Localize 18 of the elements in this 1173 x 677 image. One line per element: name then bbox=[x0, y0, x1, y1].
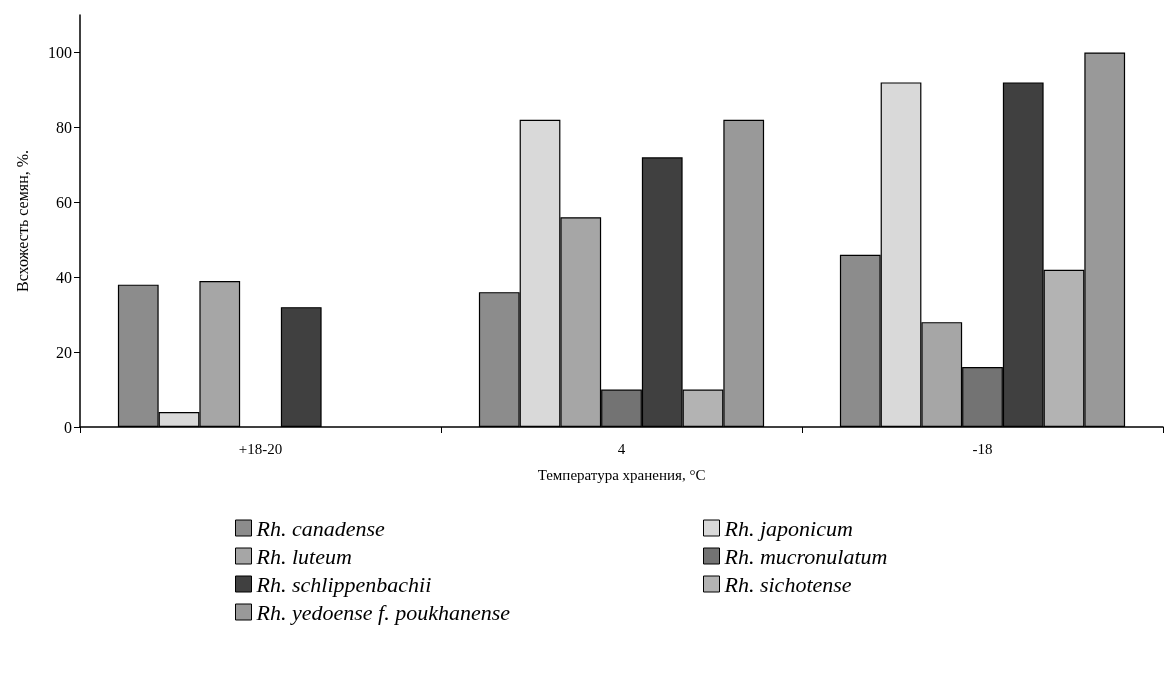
y-tick-label: 80 bbox=[56, 118, 72, 136]
y-tick-label: 0 bbox=[64, 418, 72, 436]
legend-label: Rh. mucronulatum bbox=[723, 543, 888, 569]
y-tick-label: 40 bbox=[56, 268, 72, 286]
legend-label: Rh. schlippenbachii bbox=[255, 571, 432, 597]
x-tick-label: 4 bbox=[617, 440, 626, 457]
y-axis-title: Всхожесть семян, %. bbox=[13, 149, 31, 293]
legend-label: Rh. sichotense bbox=[723, 571, 852, 597]
legend-label: Rh. japonicum bbox=[723, 515, 853, 541]
y-tick-label: 60 bbox=[56, 193, 72, 211]
x-tick-label: +18-20 bbox=[238, 440, 283, 457]
y-tick-label: 100 bbox=[48, 43, 72, 61]
legend-label: Rh. luteum bbox=[255, 543, 352, 569]
legend-label: Rh. yedoense f. poukhanense bbox=[255, 599, 511, 625]
x-axis-title: Температура хранения, °C bbox=[537, 466, 706, 483]
y-tick-label: 20 bbox=[56, 343, 72, 361]
x-tick-label: -18 bbox=[972, 440, 993, 457]
legend-label: Rh. canadense bbox=[255, 515, 386, 541]
